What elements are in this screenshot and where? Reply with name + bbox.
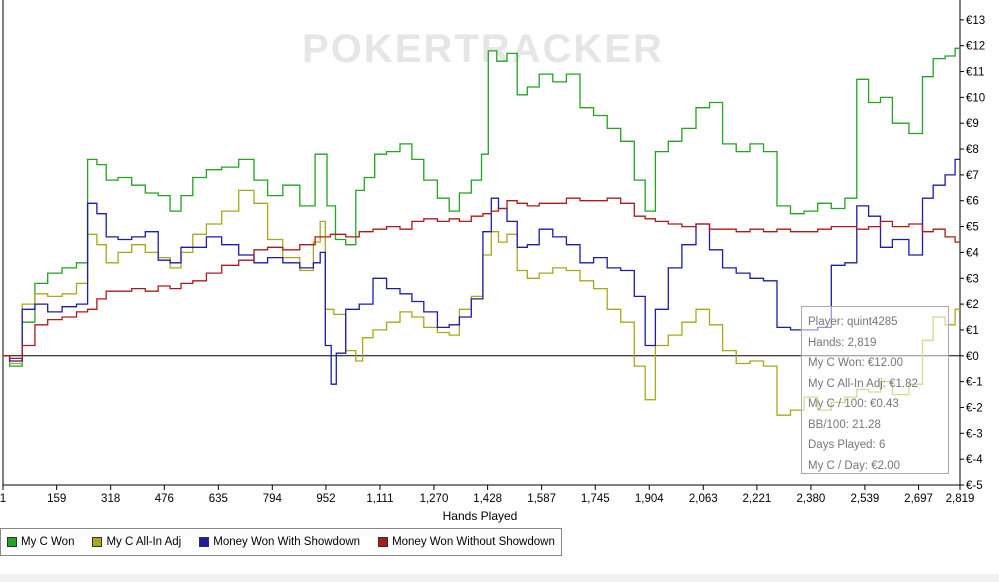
y-tick-label: €0 [966,351,979,363]
tooltip-line: My C / 100: €0.43 [808,398,899,410]
y-tick-label: €12 [966,41,985,53]
y-tick-label: €7 [966,170,979,182]
legend-label: My C Won [21,536,75,548]
x-tick-label: 952 [316,493,335,505]
tooltip-line: My C Won: €12.00 [808,357,904,369]
x-tick-label: 2,539 [851,493,880,505]
legend-item-my-c-all-in-adj[interactable]: My C All-In Adj [92,536,181,548]
tooltip-line: BB/100: 21.28 [808,418,881,431]
legend-label: My C All-In Adj [106,536,182,548]
tooltip-line: Hands: 2,819 [808,336,877,349]
y-tick-label: €9 [966,118,979,130]
x-tick-label: 1,745 [581,493,610,505]
y-tick-label: €8 [966,144,979,156]
x-tick-label: 1 [0,493,6,505]
x-tick-label: 1,270 [420,493,449,505]
legend-label: Money Won Without Showdown [392,536,555,548]
y-tick-label: €14 [966,0,986,1]
y-tick-label: €-2 [966,402,983,414]
x-tick-label: 159 [47,493,66,505]
tooltip-line: My C All-In Adj: €1.82 [808,377,918,390]
y-tick-label: €3 [966,273,979,285]
series-line-my-c-all-in-adj [3,189,960,416]
y-tick-label: €13 [966,15,985,27]
y-axis: €-5 €-4 €-3 €-2 €-1 €0 €1 €2 €3 €4 €5 €6 €7 €8 €9 €10 €1… [960,0,986,492]
series-line-my-c-won [3,47,960,367]
status-strip [0,574,999,582]
tooltip-line: Days Played: 6 [808,439,886,451]
x-tick-label: 1,111 [366,493,393,505]
x-axis-label: Hands Played [443,509,518,523]
tooltip-line: My C / Day: €2.00 [808,459,901,472]
x-tick-label: 794 [263,493,283,505]
x-tick-label: 2,063 [689,493,718,505]
y-tick-label: €-3 [966,428,983,440]
x-tick-label: 318 [101,493,120,505]
x-tick-label: 2,380 [797,493,826,505]
y-tick-label: €-1 [966,377,983,389]
x-tick-label: 635 [209,493,228,505]
pokertracker-watermark: POKERTRACKER [302,27,664,71]
y-tick-label: €4 [966,247,979,259]
y-tick-label: €6 [966,196,979,208]
y-tick-label: €11 [966,67,984,79]
x-tick-label: 476 [155,493,174,505]
y-tick-label: €-4 [966,454,983,466]
x-tick-label: 2,819 [946,493,975,505]
legend-label: Money Won With Showdown [213,536,361,548]
legend-swatch [7,537,17,547]
x-tick-label: 1,587 [527,493,556,505]
legend-swatch [378,537,389,547]
x-tick-label: 2,697 [904,493,933,505]
x-tick-label: 2,221 [743,493,772,505]
tooltip-line: Player: quint4285 [808,316,898,328]
series-line-money-won-with-showdown [3,158,960,385]
legend-item-money-won-without-showdown[interactable]: Money Won Without Showdown [378,536,555,548]
legend-item-my-c-won[interactable]: My C Won [7,536,74,548]
y-tick-label: €10 [966,92,985,104]
series-line-money-won-without-showdown [3,197,960,360]
x-tick-label: 1,428 [473,493,502,505]
series-layer [3,47,960,416]
chart-legend: My C Won My C All-In Adj Money Won With Sh… [0,528,562,556]
x-axis: 1 159 318 476 635 794 952 1,111 1,270 1,428 1,587 1… [0,485,974,505]
y-tick-label: €5 [966,222,979,234]
y-tick-label: €1 [966,325,979,337]
y-tick-label: €2 [966,299,979,311]
player-summary-tooltip: Player: quint4285 Hands: 2,819 My C Won: €… [801,306,949,474]
line-chart: POKERTRACKER €-5 €-4 €-3 €-2 €-1 €0 €1 €2 €3 €4 €5… [0,0,986,523]
legend-item-money-won-with-showdown[interactable]: Money Won With Showdown [199,536,360,548]
legend-swatch [92,537,103,547]
legend-swatch [199,537,210,547]
x-tick-label: 1,904 [635,493,664,505]
y-tick-label: €-5 [966,480,983,492]
